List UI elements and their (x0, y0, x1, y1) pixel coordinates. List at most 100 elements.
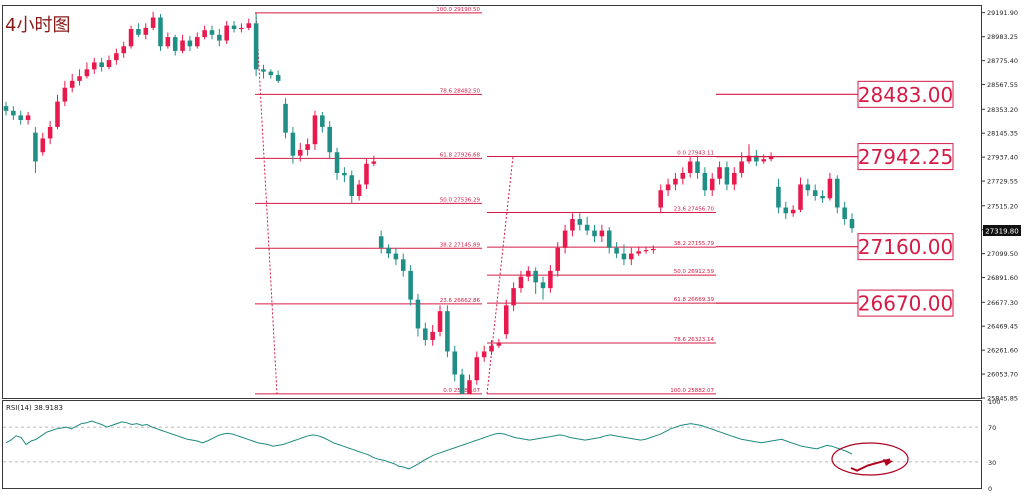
candle (849, 213, 855, 233)
candle (783, 201, 789, 220)
candle (673, 172, 678, 191)
fib-left-label: 50.0 27536.29 (440, 197, 481, 203)
candle (33, 126, 38, 173)
rsi-tick-label: 70 (988, 424, 996, 432)
key-level-label: 27160.00 (858, 235, 953, 259)
candle (584, 216, 590, 236)
candle (452, 345, 458, 382)
candle (106, 55, 112, 70)
price-tick-label: 26891.60 (987, 274, 1018, 282)
key-level-label: 26670.00 (858, 292, 953, 316)
candle (224, 20, 229, 45)
candle (724, 161, 730, 191)
candle (91, 57, 97, 74)
candle (3, 101, 9, 116)
fib-right-label: 50.0 26912.59 (674, 269, 715, 275)
price-tick-label: 28353.20 (987, 106, 1018, 114)
candle (592, 224, 597, 243)
candle (136, 23, 141, 38)
candle (275, 70, 281, 84)
candle (474, 351, 480, 385)
fib-left-label: 23.6 26662.86 (440, 298, 481, 304)
candle (239, 23, 244, 33)
candle (651, 245, 656, 254)
candle (511, 282, 516, 312)
candle (423, 322, 428, 346)
fib-left-label: 61.8 27926.68 (440, 152, 481, 158)
candle (99, 57, 104, 72)
candle (658, 184, 664, 214)
candle (445, 305, 450, 358)
price-tick-label: 28775.40 (987, 57, 1018, 65)
candle (555, 242, 561, 277)
key-level-label: 28483.00 (858, 83, 953, 107)
candle (459, 368, 465, 394)
candle (614, 242, 619, 259)
candle (599, 224, 605, 243)
candle (334, 147, 340, 180)
candle (312, 110, 318, 150)
candle (128, 25, 134, 49)
candle (562, 224, 568, 254)
key-level-box-1 (857, 143, 954, 171)
rsi-pane-frame (2, 400, 982, 489)
current-price-tag: 27319.80 (983, 225, 1021, 236)
candle (526, 266, 531, 282)
candle (55, 94, 60, 130)
candle (40, 132, 46, 156)
candle (18, 110, 23, 125)
fib-right-label: 23.6 27456.70 (674, 207, 715, 213)
candle (231, 20, 237, 33)
price-tick-label: 27515.20 (987, 202, 1018, 210)
fib-right-label: 61.8 26669.39 (674, 297, 715, 303)
candle (665, 178, 671, 197)
fib-right-label: 0.0 27943.11 (677, 150, 714, 156)
candle (217, 29, 222, 47)
candle (835, 175, 840, 214)
fib-right-label: 100.0 25882.07 (670, 388, 714, 394)
candle (798, 177, 803, 213)
candle (540, 276, 546, 300)
price-tick-label: 28145.35 (987, 130, 1018, 138)
candle (430, 324, 435, 346)
price-tick-label: 26053.70 (987, 371, 1018, 379)
candle (636, 246, 641, 256)
candle (629, 247, 634, 266)
key-level-box-2 (857, 233, 954, 261)
candle (165, 32, 171, 49)
candle (702, 167, 708, 197)
rsi-annotation-arrow (850, 458, 891, 472)
candle (496, 338, 502, 349)
candle (790, 205, 796, 217)
candle (754, 149, 759, 167)
candle (386, 244, 391, 259)
candle (77, 69, 82, 86)
fib-retracement-right: 0.0 27943.11 23.6 27456.70 38.2 27155.79 50… (486, 150, 716, 395)
candle (150, 11, 156, 31)
current-price-value: 27319.80 (985, 228, 1018, 236)
key-level-box-0 (857, 80, 954, 108)
price-tick-label: 29191.90 (987, 9, 1018, 17)
candle (121, 41, 126, 58)
candle (25, 111, 31, 125)
arrow-head (883, 459, 893, 466)
candle (489, 339, 494, 355)
key-level-box-3 (857, 289, 954, 317)
fib-left-label: 100.0 29190.50 (436, 7, 480, 13)
candle (356, 179, 362, 201)
fib-left-trendline (255, 12, 278, 394)
candle (709, 172, 715, 197)
candle (400, 253, 406, 277)
candle (746, 144, 752, 164)
fib-right-label: 38.2 27155.79 (674, 241, 715, 247)
candle (437, 305, 443, 337)
candle (695, 155, 700, 179)
candle (606, 227, 612, 254)
price-tick-label: 28983.25 (987, 33, 1018, 41)
price-tick-label: 27099.50 (987, 250, 1018, 258)
price-axis: 29191.90 28983.25 28775.40 28567.55 28353.20… (981, 9, 1018, 402)
candle (172, 34, 178, 56)
rsi-tick-label: 30 (988, 459, 996, 467)
candle (687, 156, 693, 178)
